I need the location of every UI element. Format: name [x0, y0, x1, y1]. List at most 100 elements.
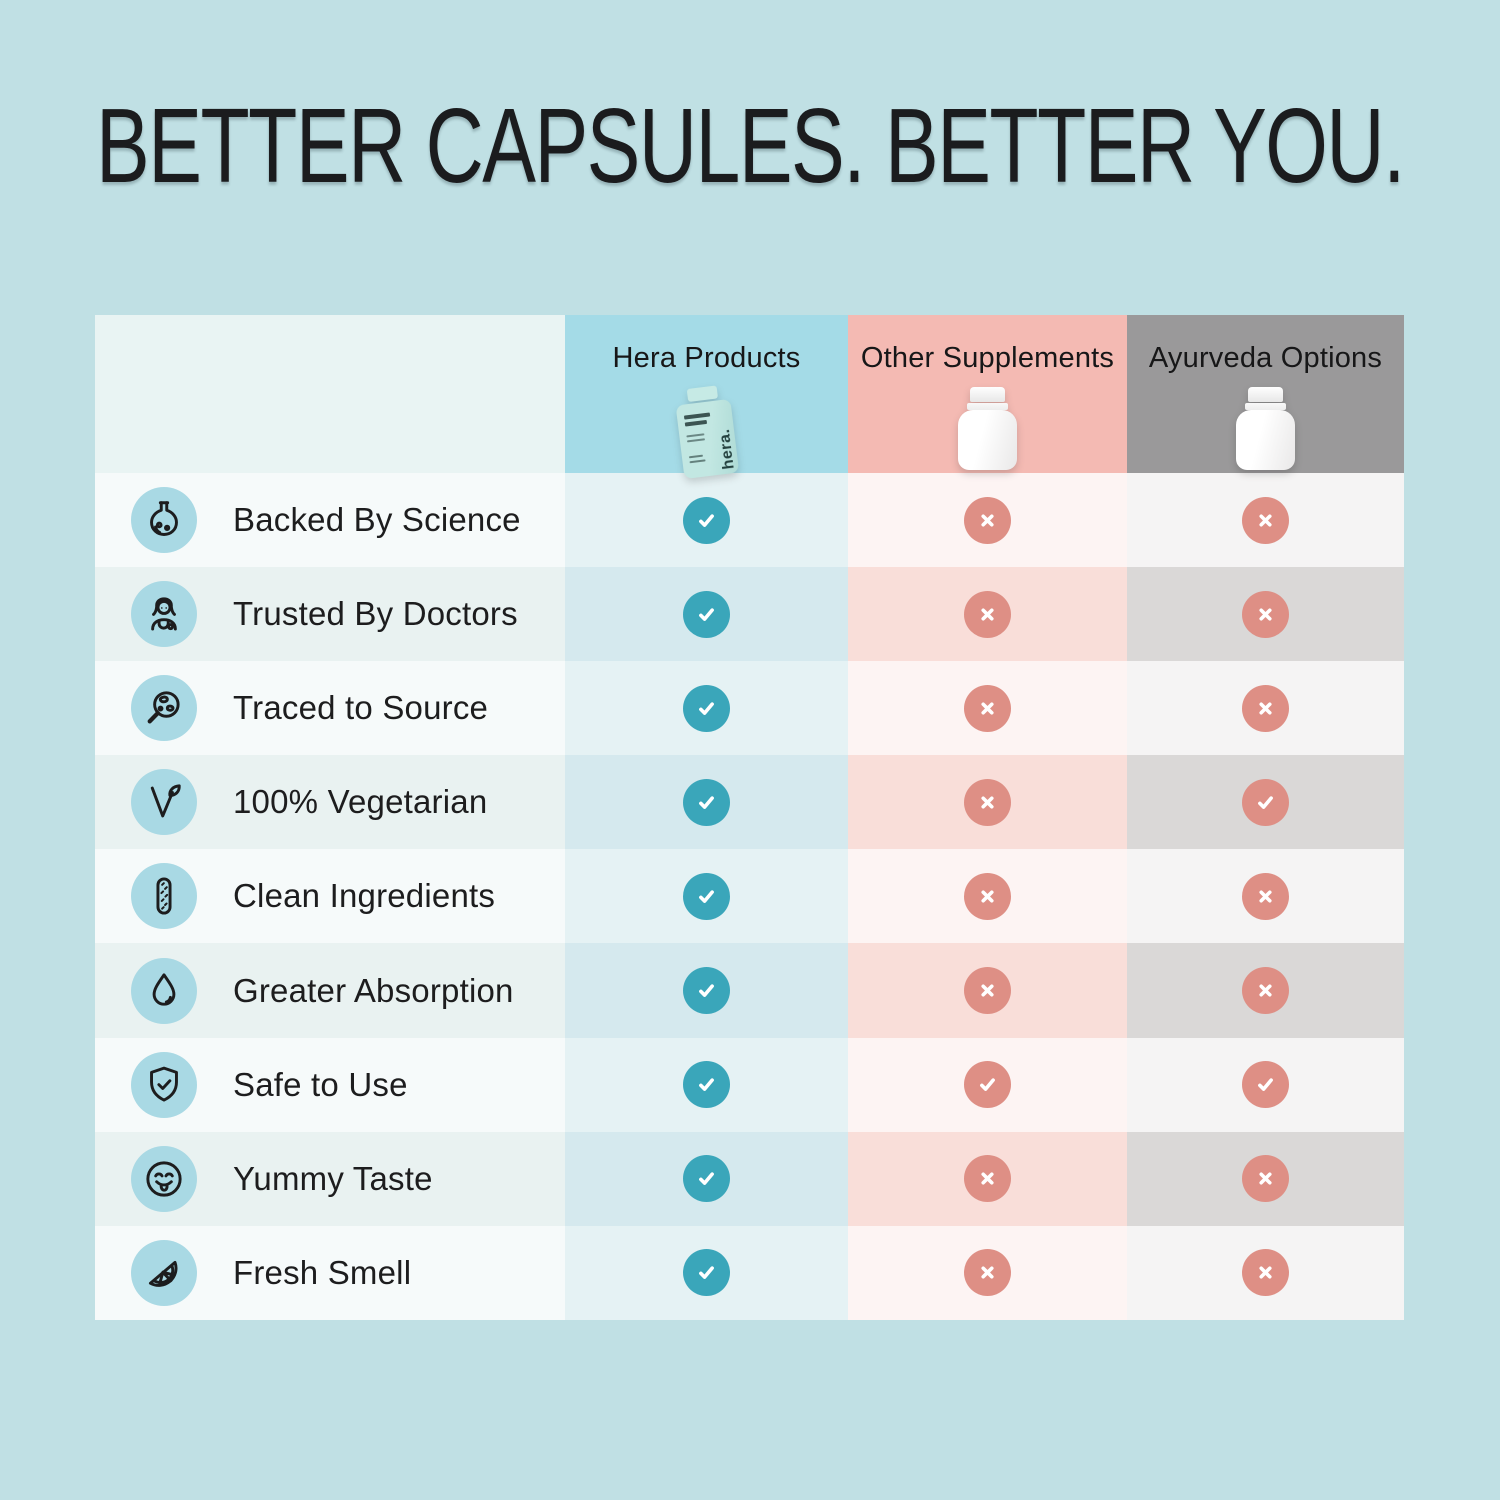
cross-icon: [1242, 590, 1289, 638]
check-icon: [683, 778, 730, 826]
smiley-tongue-icon: [131, 1145, 197, 1212]
hera-products-yummy-taste-cell: [565, 1131, 848, 1226]
feature-row-fresh-smell: Fresh Smell: [95, 1225, 565, 1320]
hera-products-backed-by-science-cell: [565, 473, 848, 568]
cross-icon: [1242, 1249, 1289, 1297]
feature-row-traced-to-source: Traced to Source: [95, 661, 565, 756]
bottle-flange: [967, 403, 1008, 410]
bottle-flange: [1245, 403, 1286, 410]
cross-icon: [964, 684, 1011, 732]
white-bottle: [958, 387, 1017, 470]
other-supplements-yummy-taste-cell: [848, 1131, 1127, 1226]
check-icon: [1242, 778, 1289, 826]
ayurveda-options-backed-by-science-cell: [1127, 473, 1404, 568]
cross-icon: [1242, 967, 1289, 1015]
cross-icon: [1242, 1155, 1289, 1203]
feature-label: Clean Ingredients: [233, 877, 496, 915]
check-icon: [683, 496, 730, 544]
ayurveda-options-safe-to-use-cell: [1127, 1037, 1404, 1132]
column-header-label: Other Supplements: [860, 342, 1115, 374]
hera-bottle-brand-text: hera.: [715, 428, 738, 471]
column-header-ayurveda-options: Ayurveda Options: [1127, 315, 1404, 473]
hera-products-100-vegetarian-cell: [565, 755, 848, 850]
bottle-cap: [1248, 387, 1283, 402]
cross-icon: [964, 778, 1011, 826]
hera-products-greater-absorption-cell: [565, 943, 848, 1038]
magnifier-globe-icon: [131, 675, 197, 742]
other-supplements-fresh-smell-cell: [848, 1225, 1127, 1320]
bottle-cap: [970, 387, 1005, 402]
check-icon: [683, 1061, 730, 1109]
bottle-cap: [686, 385, 718, 403]
white-bottle: [1236, 387, 1295, 470]
cross-icon: [964, 496, 1011, 544]
flask-icon: [131, 487, 197, 554]
feature-row-greater-absorption: Greater Absorption: [95, 943, 565, 1038]
check-icon: [964, 1061, 1011, 1109]
hera-products-safe-to-use-cell: [565, 1037, 848, 1132]
ayurveda-options-trusted-by-doctors-cell: [1127, 567, 1404, 662]
feature-label: Fresh Smell: [233, 1253, 412, 1291]
cross-icon: [964, 590, 1011, 638]
check-icon: [683, 872, 730, 920]
cross-icon: [1242, 496, 1289, 544]
other-supplements-trusted-by-doctors-cell: [848, 567, 1127, 662]
leaf-icon: [131, 769, 197, 836]
bottle-body: [1236, 410, 1295, 470]
ayurveda-options-fresh-smell-cell: [1127, 1225, 1404, 1320]
hera-products-clean-ingredients-cell: [565, 849, 848, 944]
hera-products-trusted-by-doctors-cell: [565, 567, 848, 662]
bottle-body: hera.: [675, 398, 740, 480]
comparison-table: Hera Products hera. Other Supplements Ayurv…: [95, 315, 1404, 1320]
cross-icon: [964, 967, 1011, 1015]
other-supplements-backed-by-science-cell: [848, 473, 1127, 568]
feature-label: Yummy Taste: [233, 1159, 433, 1197]
other-supplements-100-vegetarian-cell: [848, 755, 1127, 850]
feature-label: 100% Vegetarian: [233, 783, 488, 821]
cross-icon: [1242, 872, 1289, 920]
check-icon: [683, 684, 730, 732]
ayurveda-options-traced-to-source-cell: [1127, 661, 1404, 756]
cross-icon: [964, 872, 1011, 920]
other-supplements-safe-to-use-cell: [848, 1037, 1127, 1132]
feature-label: Trusted By Doctors: [233, 595, 518, 633]
check-icon: [683, 967, 730, 1015]
check-icon: [683, 1155, 730, 1203]
shield-check-icon: [131, 1051, 197, 1118]
ayurveda-options-clean-ingredients-cell: [1127, 849, 1404, 944]
check-icon: [1242, 1061, 1289, 1109]
feature-row-100-vegetarian: 100% Vegetarian: [95, 755, 565, 850]
cross-icon: [964, 1249, 1011, 1297]
cross-icon: [1242, 684, 1289, 732]
capsule-icon: [131, 863, 197, 930]
bottle-label-lines: [683, 412, 716, 464]
column-header-label: Ayurveda Options: [1148, 342, 1383, 374]
doctor-icon: [131, 581, 197, 648]
cross-icon: [964, 1155, 1011, 1203]
ayurveda-options-100-vegetarian-cell: [1127, 755, 1404, 850]
other-supplements-greater-absorption-cell: [848, 943, 1127, 1038]
feature-row-clean-ingredients: Clean Ingredients: [95, 849, 565, 944]
water-drop-icon: [131, 957, 197, 1024]
other-supplements-traced-to-source-cell: [848, 661, 1127, 756]
check-icon: [683, 590, 730, 638]
bottle-body: [958, 410, 1017, 470]
column-header-label: Hera Products: [612, 342, 801, 374]
hera-products-fresh-smell-cell: [565, 1225, 848, 1320]
table-header-spacer: [95, 315, 565, 473]
feature-row-safe-to-use: Safe to Use: [95, 1037, 565, 1132]
column-header-other-supplements: Other Supplements: [848, 315, 1127, 473]
feature-label: Traced to Source: [233, 689, 489, 727]
feature-row-backed-by-science: Backed By Science: [95, 473, 565, 568]
ayurveda-options-yummy-taste-cell: [1127, 1131, 1404, 1226]
check-icon: [683, 1249, 730, 1297]
column-header-hera-products: Hera Products hera.: [565, 315, 848, 480]
citrus-slice-icon: [131, 1239, 197, 1306]
feature-label: Greater Absorption: [233, 971, 514, 1009]
feature-row-trusted-by-doctors: Trusted By Doctors: [95, 567, 565, 662]
feature-label: Backed By Science: [233, 501, 521, 539]
hera-products-traced-to-source-cell: [565, 661, 848, 756]
other-supplements-clean-ingredients-cell: [848, 849, 1127, 944]
page-title: BETTER CAPSULES. BETTER YOU.: [96, 87, 1405, 205]
hera-bottle: hera.: [674, 384, 740, 480]
